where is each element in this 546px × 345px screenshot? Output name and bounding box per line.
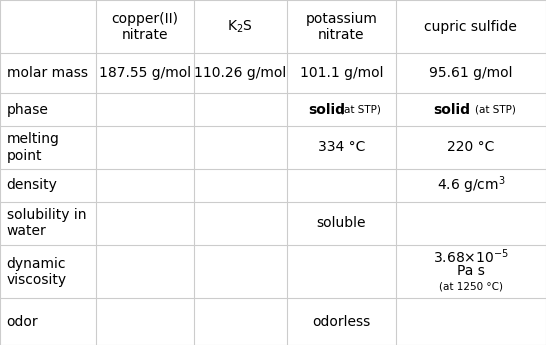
Text: soluble: soluble	[317, 216, 366, 230]
Text: dynamic
viscosity: dynamic viscosity	[7, 257, 67, 287]
Text: melting
point: melting point	[7, 132, 60, 162]
Text: 187.55 g/mol: 187.55 g/mol	[99, 66, 191, 80]
Text: odorless: odorless	[312, 315, 370, 329]
Text: 101.1 g/mol: 101.1 g/mol	[300, 66, 383, 80]
Text: (at STP): (at STP)	[476, 105, 517, 115]
Text: 4.6 g/cm$^3$: 4.6 g/cm$^3$	[437, 175, 505, 196]
Text: 220 °C: 220 °C	[447, 140, 495, 155]
Text: cupric sulfide: cupric sulfide	[424, 20, 518, 34]
Text: phase: phase	[7, 102, 49, 117]
Text: (at 1250 °C): (at 1250 °C)	[439, 282, 503, 292]
Text: copper(II)
nitrate: copper(II) nitrate	[111, 12, 178, 42]
Text: (at STP): (at STP)	[341, 105, 381, 115]
Text: 3.68$\times$10$^{-5}$: 3.68$\times$10$^{-5}$	[433, 247, 509, 266]
Text: solid: solid	[433, 102, 470, 117]
Text: solubility in
water: solubility in water	[7, 208, 86, 238]
Text: density: density	[7, 178, 57, 193]
Text: odor: odor	[7, 315, 38, 329]
Text: 110.26 g/mol: 110.26 g/mol	[194, 66, 286, 80]
Text: solid: solid	[308, 102, 346, 117]
Text: potassium
nitrate: potassium nitrate	[305, 12, 377, 42]
Text: molar mass: molar mass	[7, 66, 87, 80]
Text: 95.61 g/mol: 95.61 g/mol	[429, 66, 513, 80]
Text: 334 °C: 334 °C	[318, 140, 365, 155]
Text: Pa s: Pa s	[457, 264, 485, 278]
Text: K$_2$S: K$_2$S	[227, 19, 253, 35]
